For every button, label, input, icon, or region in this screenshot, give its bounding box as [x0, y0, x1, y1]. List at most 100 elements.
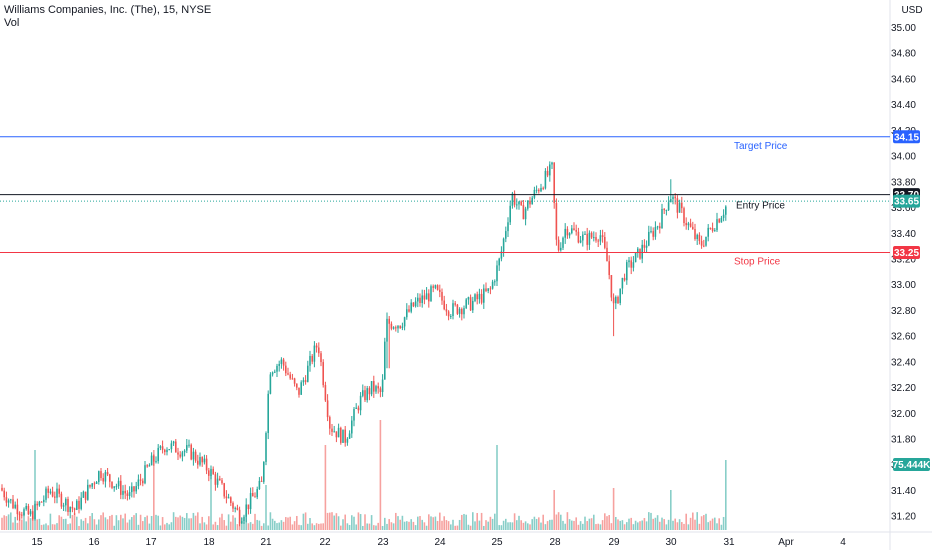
volume-bar: [551, 519, 553, 530]
volume-bar: [626, 522, 628, 530]
volume-bar: [76, 516, 78, 530]
candle-body: [615, 296, 617, 304]
candle-body: [593, 237, 595, 239]
volume-bar: [725, 460, 727, 530]
candle-body: [126, 493, 129, 496]
candle-body: [447, 311, 450, 317]
volume-bar: [5, 516, 8, 530]
volume-bar: [436, 520, 439, 530]
volume-bar: [597, 523, 599, 530]
candle-body: [467, 297, 470, 300]
candle-body: [14, 504, 16, 509]
price-tick-label: 32.40: [891, 357, 916, 368]
candle-body: [80, 497, 82, 509]
volume-bar: [87, 523, 89, 530]
currency-label[interactable]: USD: [901, 5, 922, 16]
candle-body: [1, 487, 3, 491]
candle-body: [256, 489, 258, 498]
volume-bar: [128, 519, 131, 530]
volume-bar: [434, 516, 437, 530]
volume-indicator-label[interactable]: Vol: [4, 17, 20, 29]
volume-bar: [632, 524, 635, 530]
candle-body: [588, 232, 591, 245]
candle-body: [304, 380, 307, 382]
candle-body: [100, 471, 102, 479]
volume-bar: [586, 521, 588, 530]
candle-body: [535, 189, 538, 191]
volume-bar: [18, 512, 21, 530]
candle-body: [128, 492, 131, 496]
candle-body: [568, 233, 571, 236]
candle-body: [95, 482, 98, 484]
volume-bar: [478, 520, 481, 530]
volume-bar: [494, 513, 496, 530]
volume-bar: [311, 523, 313, 530]
volume-bar: [467, 524, 470, 530]
volume-bar: [190, 518, 192, 530]
candle-body: [573, 228, 575, 231]
level-price-badge: [893, 246, 920, 260]
candle-body: [683, 208, 685, 224]
volume-bar: [287, 517, 289, 530]
candle-body: [595, 237, 597, 241]
price-tick-label: 31.80: [891, 435, 916, 446]
volume-bar: [192, 512, 195, 530]
time-tick-label: 28: [549, 537, 561, 548]
volume-bar: [212, 524, 214, 530]
candle-body: [291, 378, 294, 380]
level-label[interactable]: Stop Price: [734, 257, 781, 268]
candle-body: [357, 407, 360, 411]
candle-body: [599, 235, 602, 242]
volume-bar: [225, 525, 228, 530]
volume-bar: [667, 519, 670, 530]
volume-bar: [148, 523, 151, 530]
volume-bar: [1, 517, 3, 530]
candle-body: [210, 468, 212, 476]
candle-body: [223, 483, 225, 497]
volume-bar: [91, 513, 93, 530]
volume-bar: [520, 520, 522, 530]
candle-body: [183, 450, 186, 453]
volume-bar: [95, 524, 98, 530]
candle-body: [194, 451, 197, 461]
candle-body: [181, 452, 184, 457]
candle-body: [661, 208, 663, 229]
volume-bar: [98, 519, 100, 530]
candle-body: [469, 297, 472, 311]
time-tick-label: 23: [377, 537, 389, 548]
candle-body: [465, 299, 467, 309]
candle-body: [38, 501, 41, 506]
candle-body: [388, 318, 390, 324]
candle-body: [381, 379, 384, 393]
candle-body: [289, 374, 291, 379]
volume-bar: [210, 475, 212, 530]
level-label[interactable]: Target Price: [734, 141, 788, 152]
candle-body: [331, 428, 333, 432]
volume-bar: [150, 515, 153, 530]
candle-body: [663, 208, 665, 211]
level-label[interactable]: Entry Price: [736, 201, 785, 212]
candle-body: [36, 503, 38, 506]
volume-bar: [329, 512, 331, 530]
candle-body: [102, 478, 104, 482]
candle-body: [439, 289, 441, 292]
volume-bar: [164, 524, 166, 530]
candle-body: [7, 500, 10, 503]
volume-bar: [153, 450, 155, 530]
candle-body: [571, 228, 573, 234]
volume-bar: [707, 522, 709, 530]
volume-bar: [549, 519, 551, 530]
candle-body: [709, 227, 712, 229]
volume-group: [1, 420, 727, 530]
candle-body: [542, 187, 544, 189]
volume-bar: [219, 517, 221, 530]
volume-bar: [126, 522, 129, 530]
price-tick-label: 33.60: [891, 203, 916, 214]
price-tick-label: 31.20: [891, 512, 916, 523]
candle-body: [230, 497, 232, 503]
candle-body: [520, 201, 522, 206]
volume-bar: [590, 518, 593, 530]
candle-body: [238, 509, 241, 524]
volume-bar: [601, 520, 604, 530]
